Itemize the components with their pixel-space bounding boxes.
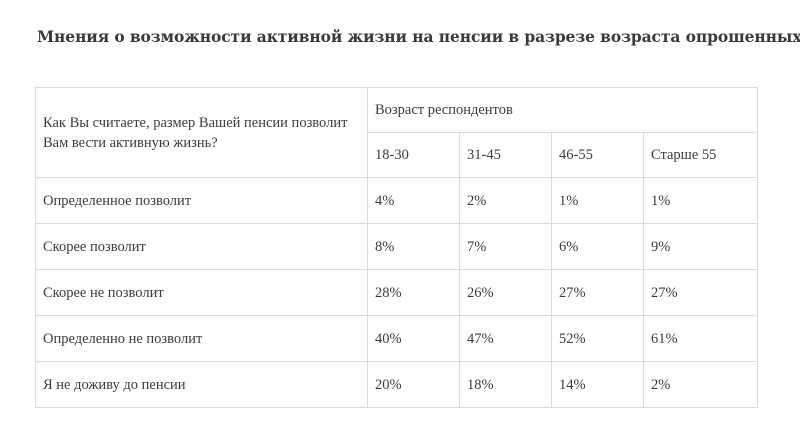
table-cell: 20% <box>367 361 460 408</box>
column-header-31-45: 31-45 <box>459 132 552 178</box>
row-label: Определенное позволит <box>35 177 368 224</box>
table-cell: 2% <box>459 177 552 224</box>
column-header-over-55: Старше 55 <box>643 132 758 178</box>
table-cell: 9% <box>643 223 758 270</box>
column-header-18-30: 18-30 <box>367 132 460 178</box>
table-cell: 18% <box>459 361 552 408</box>
table-cell: 26% <box>459 269 552 316</box>
page-title: Мнения о возможности активной жизни на п… <box>37 27 800 46</box>
table-cell: 8% <box>367 223 460 270</box>
table-cell: 52% <box>551 315 644 362</box>
table-header-row: Как Вы считаете, размер Вашей пенсии поз… <box>35 87 758 178</box>
table-row: Я не доживу до пенсии 20% 18% 14% 2% <box>35 361 758 408</box>
table-cell: 40% <box>367 315 460 362</box>
table-cell: 27% <box>643 269 758 316</box>
table-cell: 7% <box>459 223 552 270</box>
age-group-header: Возраст респондентов <box>367 87 758 133</box>
column-header-46-55: 46-55 <box>551 132 644 178</box>
table-row: Определенное позволит 4% 2% 1% 1% <box>35 177 758 224</box>
row-label: Скорее не позволит <box>35 269 368 316</box>
table-cell: 14% <box>551 361 644 408</box>
survey-table: Как Вы считаете, размер Вашей пенсии поз… <box>35 87 758 408</box>
table-cell: 2% <box>643 361 758 408</box>
table-cell: 27% <box>551 269 644 316</box>
table-cell: 47% <box>459 315 552 362</box>
table-row: Скорее позволит 8% 7% 6% 9% <box>35 223 758 270</box>
row-label: Скорее позволит <box>35 223 368 270</box>
table-cell: 4% <box>367 177 460 224</box>
table-cell: 61% <box>643 315 758 362</box>
table-row: Определенно не позволит 40% 47% 52% 61% <box>35 315 758 362</box>
table-cell: 1% <box>551 177 644 224</box>
table-cell: 1% <box>643 177 758 224</box>
question-header: Как Вы считаете, размер Вашей пенсии поз… <box>35 87 368 178</box>
table-cell: 6% <box>551 223 644 270</box>
table-row: Скорее не позволит 28% 26% 27% 27% <box>35 269 758 316</box>
age-columns-row: 18-30 31-45 46-55 Старше 55 <box>36 132 758 178</box>
table-cell: 28% <box>367 269 460 316</box>
row-label: Я не доживу до пенсии <box>35 361 368 408</box>
row-label: Определенно не позволит <box>35 315 368 362</box>
